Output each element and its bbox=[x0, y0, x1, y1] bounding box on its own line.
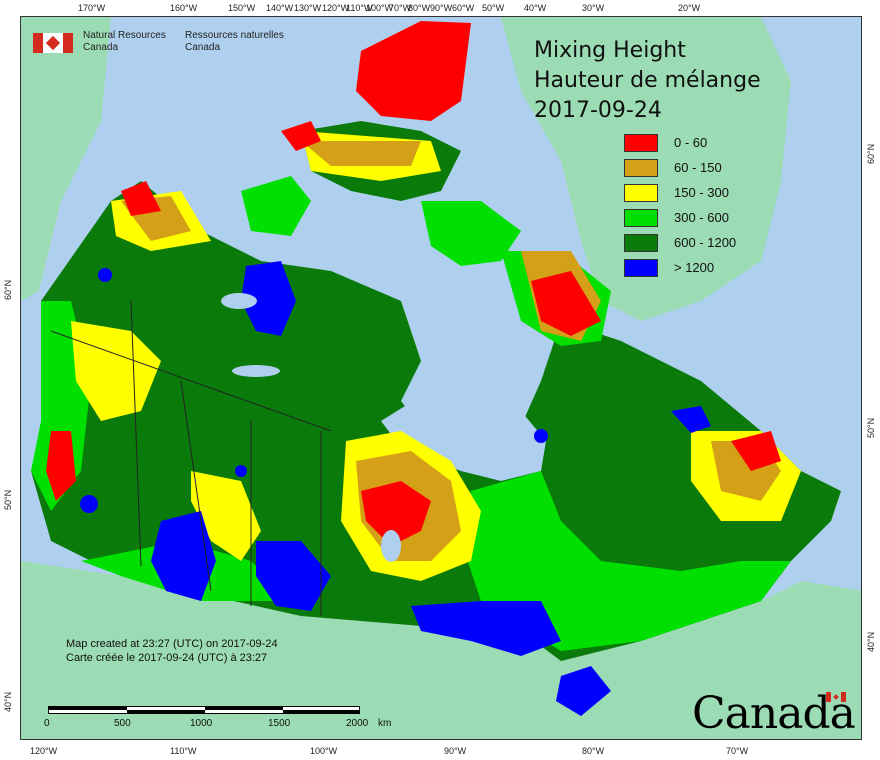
legend-label: 60 - 150 bbox=[674, 160, 722, 175]
great-slave-lake bbox=[232, 365, 280, 377]
agency-en-line1: Natural Resources bbox=[83, 30, 166, 41]
credit-en: Map created at 23:27 (UTC) on 2017-09-24 bbox=[66, 638, 278, 650]
lat-left-50n: 50°N bbox=[3, 489, 13, 510]
scale-label-500: 500 bbox=[114, 718, 131, 729]
legend-swatch bbox=[624, 209, 658, 227]
zone-0-60-coast bbox=[46, 431, 76, 501]
lat-right-40n: 40°N bbox=[866, 631, 876, 652]
scale-label-2000: 2000 bbox=[346, 718, 369, 729]
lon-label-30w: 30°W bbox=[582, 3, 605, 13]
legend-label: 300 - 600 bbox=[674, 210, 729, 225]
lat-right-60n: 60°N bbox=[866, 143, 876, 164]
lon-bottom-120w: 120°W bbox=[30, 746, 58, 756]
lon-bottom-90w: 90°W bbox=[444, 746, 467, 756]
lon-bottom-80w: 80°W bbox=[582, 746, 605, 756]
agency-fr-line1: Ressources naturelles bbox=[185, 30, 284, 41]
zone-over-1200-ontario-south bbox=[556, 666, 611, 716]
lon-bottom-70w: 70°W bbox=[726, 746, 749, 756]
zone-over-1200-spot bbox=[235, 465, 247, 477]
scale-unit: km bbox=[378, 718, 392, 729]
boundary-ab-sk bbox=[180, 380, 212, 592]
map-title-en: Mixing Height bbox=[534, 38, 686, 63]
lon-label-130w: 130°W bbox=[294, 3, 322, 13]
lon-label-40w: 40°W bbox=[524, 3, 547, 13]
lon-label-150w: 150°W bbox=[228, 3, 256, 13]
zone-0-60-ontario bbox=[361, 481, 431, 546]
zone-over-1200-island bbox=[80, 495, 98, 513]
map-frame: Natural Resources Canada Ressources natu… bbox=[20, 16, 862, 740]
zone-0-60-yukon bbox=[121, 181, 161, 216]
boundary-bc-ab bbox=[130, 300, 142, 567]
usa-land bbox=[21, 561, 861, 739]
map-date: 2017-09-24 bbox=[534, 98, 662, 123]
zone-over-1200-james bbox=[534, 429, 548, 443]
agency-name-en: Natural Resources Canada bbox=[83, 30, 166, 54]
legend-label: 0 - 60 bbox=[674, 135, 708, 150]
legend-swatch bbox=[624, 184, 658, 202]
legend-swatch bbox=[624, 159, 658, 177]
zone-150-300-alberta bbox=[191, 471, 261, 561]
alaska-land bbox=[21, 17, 111, 301]
lon-label-70w: 70°W bbox=[389, 3, 412, 13]
lon-label-100w: 100°W bbox=[366, 3, 394, 13]
scale-label-1000: 1000 bbox=[190, 718, 213, 729]
agency-name-fr: Ressources naturelles Canada bbox=[185, 30, 284, 54]
lat-right-50n: 50°N bbox=[866, 417, 876, 438]
zone-over-1200-superior bbox=[411, 601, 561, 656]
zone-0-60-baffin bbox=[531, 271, 601, 336]
scale-label-1500: 1500 bbox=[268, 718, 291, 729]
lon-label-170w: 170°W bbox=[78, 3, 106, 13]
lon-label-120w: 120°W bbox=[322, 3, 350, 13]
map-title-fr: Hauteur de mélange bbox=[534, 68, 761, 93]
lat-left-40n: 40°N bbox=[3, 691, 13, 712]
zone-over-1200-quebec bbox=[671, 406, 711, 433]
arctic-island-2 bbox=[241, 176, 311, 236]
credit-fr: Carte créée le 2017-09-24 (UTC) à 23:27 bbox=[66, 652, 268, 664]
legend-swatch bbox=[624, 134, 658, 152]
lon-label-90w: 90°W bbox=[430, 3, 453, 13]
lon-label-160w: 160°W bbox=[170, 3, 198, 13]
lon-label-140w: 140°W bbox=[266, 3, 294, 13]
map-canvas bbox=[21, 17, 861, 739]
zone-over-1200-alberta bbox=[151, 511, 216, 601]
wordmark-flag-icon bbox=[826, 692, 846, 702]
zone-over-1200-nwt bbox=[241, 261, 296, 336]
legend-swatch bbox=[624, 234, 658, 252]
lon-label-50w: 50°W bbox=[482, 3, 505, 13]
legend-label: 150 - 300 bbox=[674, 185, 729, 200]
lon-label-20w: 20°W bbox=[678, 3, 701, 13]
arctic-island-3 bbox=[421, 201, 521, 266]
zone-0-60-ellesmere bbox=[356, 21, 471, 121]
legend-label: > 1200 bbox=[674, 260, 715, 275]
lat-left-60n: 60°N bbox=[3, 279, 13, 300]
boundary-north bbox=[50, 330, 332, 432]
agency-fr-line2: Canada bbox=[185, 42, 221, 53]
scale-bar bbox=[48, 706, 360, 714]
zone-0-60-labrador bbox=[731, 431, 781, 471]
scale-label-0: 0 bbox=[44, 718, 50, 729]
lon-bottom-110w: 110°W bbox=[170, 746, 197, 756]
zone-0-60-banks bbox=[281, 121, 321, 151]
lon-label-110w: 110°W bbox=[346, 3, 373, 13]
legend-swatch bbox=[624, 259, 658, 277]
agency-en-line2: Canada bbox=[83, 42, 119, 53]
lake-winnipeg bbox=[381, 530, 401, 562]
zone-over-1200-yukon bbox=[98, 268, 112, 282]
zone-60-150-arctic bbox=[301, 141, 421, 166]
hudson-bay bbox=[381, 391, 546, 481]
canada-flag-icon bbox=[33, 33, 73, 53]
zone-over-1200-sask bbox=[256, 541, 331, 611]
great-bear-lake bbox=[221, 293, 257, 309]
lon-label-60w: 60°W bbox=[452, 3, 475, 13]
legend-label: 600 - 1200 bbox=[674, 235, 737, 250]
lon-bottom-100w: 100°W bbox=[310, 746, 338, 756]
lon-label-80w: 80°W bbox=[408, 3, 431, 13]
